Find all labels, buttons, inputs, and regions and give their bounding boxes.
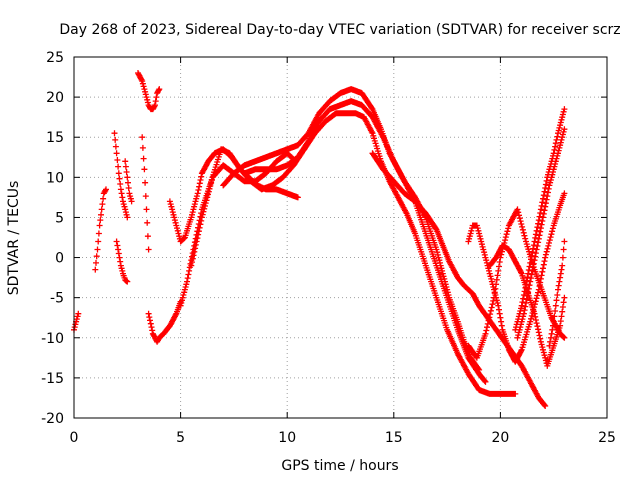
x-tick-labels: 0 5 10 15 20 25 [70,430,616,446]
data-series-s8 [145,298,184,345]
data-series-s13 [241,98,483,373]
plus-markers [139,134,152,253]
data-series-s18 [512,106,568,333]
plus-markers [514,126,568,341]
data-series-s6 [135,70,163,113]
y-axis-label: SDTVAR / TECUs [6,181,22,296]
x-tick-label: 20 [491,430,509,446]
data-series-s17 [486,242,568,369]
plus-markers [177,150,299,309]
data-series-s3 [111,130,131,221]
y-tick-label: 20 [46,90,64,106]
data-series-s2 [92,186,109,273]
y-tick-label: -10 [41,331,64,347]
data-series-s1 [71,310,82,333]
plus-markers [113,238,131,285]
x-tick-label: 25 [598,430,616,446]
data-points [71,70,568,409]
data-series-s10 [177,150,299,309]
x-tick-label: 15 [385,430,403,446]
y-tick-labels: -20 -15 -10 -5 0 5 10 15 20 25 [41,50,64,427]
data-series-s7 [139,134,152,253]
plus-markers [241,98,483,373]
y-tick-label: 5 [55,210,64,226]
chart-title: Day 268 of 2023, Sidereal Day-to-day VTE… [59,22,620,38]
data-series-s4 [113,238,131,285]
y-tick-label: -20 [41,411,64,427]
plot-frame [73,56,608,419]
plus-markers [486,242,568,369]
y-tick-label: -5 [50,291,64,307]
plus-markers [92,186,109,273]
plus-markers [111,130,131,221]
plus-markers [71,310,82,333]
x-axis-label: GPS time / hours [281,458,398,474]
y-tick-label: 15 [46,130,64,146]
data-series-s15 [465,190,568,365]
plus-markers [122,158,135,205]
data-series-s19 [514,126,568,341]
data-series-s12 [220,86,489,385]
x-tick-label: 0 [70,430,79,446]
plus-markers [465,190,568,365]
y-tick-label: -15 [41,371,64,387]
y-tick-label: 10 [46,170,64,186]
plus-markers [512,106,568,333]
x-tick-label: 5 [176,430,185,446]
y-tick-label: 0 [55,251,64,267]
plus-markers [220,86,489,385]
x-tick-label: 10 [278,430,296,446]
plus-markers [145,298,184,345]
plus-markers [135,70,163,113]
data-series-s5 [122,158,135,205]
data-series-s20 [546,238,568,349]
plus-markers [546,238,568,349]
y-tick-label: 25 [46,50,64,66]
